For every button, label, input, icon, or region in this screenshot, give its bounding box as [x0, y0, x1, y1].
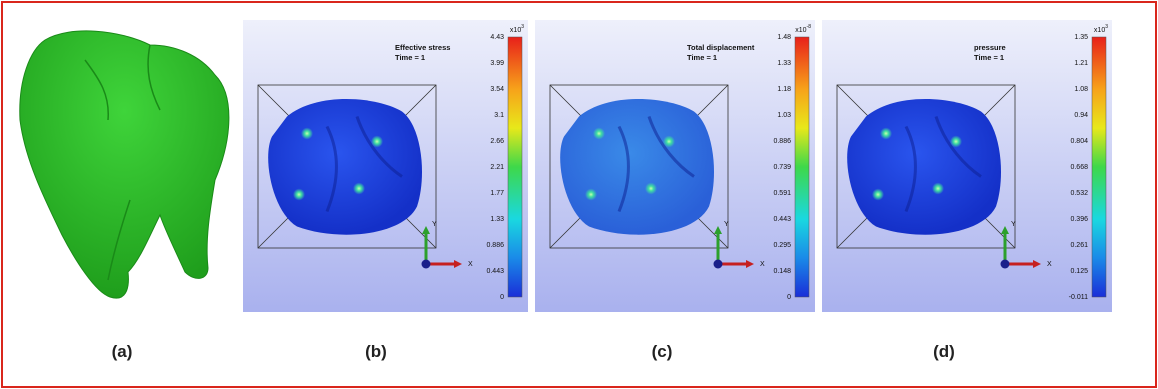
hot-spot: [663, 135, 675, 148]
hot-spot: [593, 127, 605, 140]
x-axis-head: [746, 260, 754, 268]
colorbar-tick-label: 1.33: [490, 216, 504, 223]
y-axis-head: [422, 226, 430, 234]
colorbar-tick-label: 0.886: [486, 242, 504, 249]
hot-spot: [293, 188, 305, 201]
axis-y-label: Y: [1011, 221, 1016, 228]
tooth-shading: [84, 44, 161, 281]
result-title: pressure: [974, 43, 1006, 52]
colorbar-tick-label: 0: [500, 294, 504, 301]
colorbar-tick-label: 1.03: [777, 112, 791, 119]
bounding-box: [257, 84, 437, 249]
result-title: Effective stress: [395, 43, 450, 52]
scale-multiplier: x103: [1094, 24, 1108, 34]
colorbar-tick-label: 4.43: [490, 34, 504, 41]
tooth-crown: [560, 99, 714, 235]
bounding-box-diagonals: [257, 84, 437, 249]
panel-label: (a): [112, 342, 133, 361]
colorbar-tick-label: 0: [787, 294, 791, 301]
colorbar-tick-label: 1.21: [1074, 60, 1088, 67]
colorbar-tick-label: 2.21: [490, 164, 504, 171]
result-title: Total displacement: [687, 43, 755, 52]
bounding-box-diagonals: [549, 84, 729, 249]
scale-multiplier: x103: [510, 24, 524, 34]
colorbar-tick-label: -0.011: [1069, 294, 1088, 301]
colorbar-tick-label: 0.668: [1070, 164, 1088, 171]
colorbar-tick-label: 0.443: [486, 268, 504, 275]
panel-label: (b): [365, 342, 387, 361]
x-axis-head: [1033, 260, 1041, 268]
y-axis-head: [714, 226, 722, 234]
colorbar-tick-label: 3.99: [490, 60, 504, 67]
bounding-box: [836, 84, 1016, 249]
axis-origin: [421, 259, 431, 269]
time-label: Time = 1: [974, 53, 1004, 62]
colorbar-tick-label: 0.739: [773, 164, 791, 171]
tooth-fissures: [617, 116, 695, 213]
hot-spot: [872, 188, 884, 201]
hot-spot: [371, 135, 383, 148]
colorbar-tick-label: 0.125: [1070, 268, 1088, 275]
panel-label: (d): [933, 342, 955, 361]
x-axis-head: [454, 260, 462, 268]
hot-spot: [932, 182, 944, 195]
time-label: Time = 1: [395, 53, 425, 62]
colorbar-tick-label: 3.1: [494, 112, 504, 119]
colorbar-tick-label: 0.396: [1070, 216, 1088, 223]
colorbar-tick-label: 1.18: [777, 86, 791, 93]
colorbar-tick-label: 0.94: [1074, 112, 1088, 119]
colorbar-tick-label: 0.295: [773, 242, 791, 249]
hot-spot: [645, 182, 657, 195]
axis-x-label: X: [468, 261, 473, 268]
colorbar-tick-label: 0.886: [773, 138, 791, 145]
scale-multiplier: x10-8: [795, 24, 811, 34]
colorbar-tick-label: 2.66: [490, 138, 504, 145]
tooth-fissures: [325, 116, 403, 213]
colorbar-tick-label: 1.33: [777, 60, 791, 67]
tooth-fissures: [904, 116, 982, 213]
colorbar: [794, 36, 810, 298]
hot-spot: [301, 127, 313, 140]
colorbar-tick-label: 0.804: [1070, 138, 1088, 145]
y-axis-head: [1001, 226, 1009, 234]
axis-x-label: X: [1047, 261, 1052, 268]
hot-spot: [353, 182, 365, 195]
panel-label: (c): [652, 342, 673, 361]
colorbar-tick-label: 0.532: [1070, 190, 1088, 197]
colorbar-tick-label: 1.48: [777, 34, 791, 41]
tooth-model: [19, 30, 230, 299]
colorbar-tick-label: 0.443: [773, 216, 791, 223]
tooth-crown: [847, 99, 1001, 235]
axis-y-label: Y: [724, 221, 729, 228]
bounding-box-diagonals: [836, 84, 1016, 249]
colorbar: [1091, 36, 1107, 298]
axis-origin: [1000, 259, 1010, 269]
axis-x-label: X: [760, 261, 765, 268]
colorbar: [507, 36, 523, 298]
time-label: Time = 1: [687, 53, 717, 62]
colorbar-tick-label: 3.54: [490, 86, 504, 93]
colorbar-tick-label: 0.148: [773, 268, 791, 275]
colorbar-tick-label: 1.77: [490, 190, 504, 197]
axis-y-label: Y: [432, 221, 437, 228]
hot-spot: [585, 188, 597, 201]
hot-spot: [880, 127, 892, 140]
colorbar-tick-label: 1.35: [1074, 34, 1088, 41]
bounding-box: [549, 84, 729, 249]
tooth-crown: [268, 99, 422, 235]
axis-origin: [713, 259, 723, 269]
hot-spot: [950, 135, 962, 148]
colorbar-tick-label: 0.591: [773, 190, 791, 197]
colorbar-tick-label: 0.261: [1070, 242, 1088, 249]
colorbar-tick-label: 1.08: [1074, 86, 1088, 93]
